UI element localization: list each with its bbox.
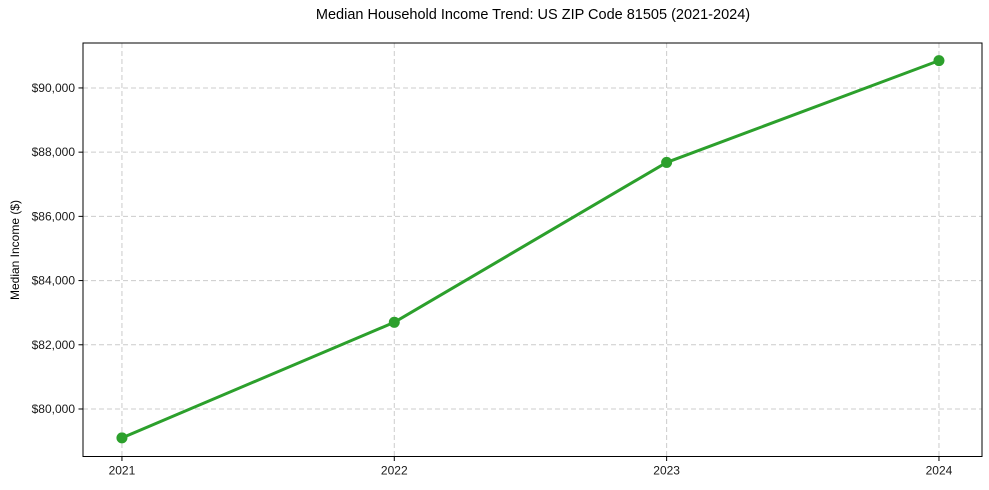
x-tick-label: 2022	[381, 464, 408, 478]
x-tick-label: 2023	[653, 464, 680, 478]
y-tick-label: $86,000	[32, 209, 76, 223]
y-tick-label: $80,000	[32, 402, 76, 416]
data-point-marker	[661, 156, 673, 168]
plot-border	[82, 42, 983, 457]
y-tick-label: $88,000	[32, 145, 76, 159]
x-tick-label: 2021	[109, 464, 136, 478]
y-tick-label: $84,000	[32, 274, 76, 288]
data-point-marker	[116, 432, 128, 444]
chart-title: Median Household Income Trend: US ZIP Co…	[315, 7, 751, 23]
x-tick-label: 2024	[926, 464, 953, 478]
data-point-marker	[388, 316, 400, 328]
data-point-marker	[933, 55, 945, 67]
y-tick-label: $90,000	[32, 81, 76, 95]
y-tick-label: $82,000	[32, 338, 76, 352]
income-trend-line	[120, 59, 941, 440]
